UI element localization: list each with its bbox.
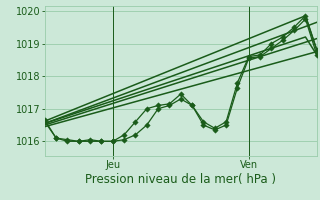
X-axis label: Pression niveau de la mer( hPa ): Pression niveau de la mer( hPa ): [85, 173, 276, 186]
